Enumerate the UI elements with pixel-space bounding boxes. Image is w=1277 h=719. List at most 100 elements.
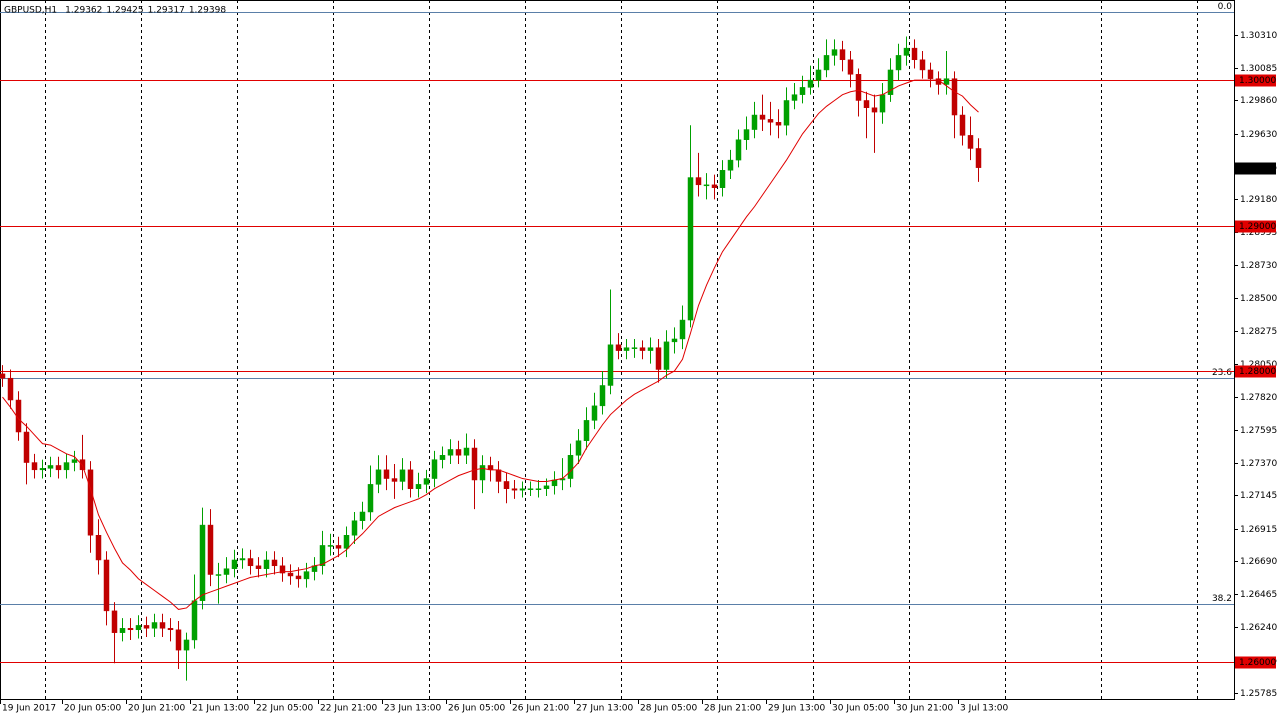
y-tick-label: 1.28500: [1240, 294, 1277, 304]
candle-body: [895, 55, 902, 71]
candle-body: [271, 559, 278, 567]
y-tick-label: 1.27370: [1240, 459, 1277, 469]
candle-body: [207, 524, 214, 575]
x-tick-label: 30 Jun 05:00: [832, 704, 889, 714]
symbol: GBPUSD,H1: [4, 6, 57, 16]
candle-body: [135, 625, 142, 631]
y-tick-label: 1.25785: [1240, 689, 1277, 699]
candle-body: [855, 74, 862, 101]
candle-body: [903, 47, 910, 56]
y-tick-label: 1.27820: [1240, 393, 1277, 403]
axes: 1.303101.300851.298601.296301.294051.291…: [0, 31, 1277, 714]
candle-body: [711, 184, 718, 188]
x-tick-label: 21 Jun 13:00: [192, 704, 249, 714]
candle-body: [647, 347, 654, 351]
candle-body: [879, 94, 886, 113]
candle-body: [175, 629, 182, 651]
candle-body: [471, 447, 478, 481]
level-label: 1.29000: [1239, 222, 1276, 232]
candle-body: [359, 511, 366, 521]
candle-body: [815, 69, 822, 81]
candle-body: [31, 462, 38, 471]
y-tick-label: 1.29630: [1240, 130, 1277, 140]
candle-body: [759, 114, 766, 120]
level-label: 1.26000: [1239, 658, 1276, 668]
candle-body: [687, 177, 694, 321]
x-tick-label: 19 Jun 2017: [2, 704, 56, 714]
candle-body: [199, 524, 206, 601]
candle-body: [567, 455, 574, 479]
candle-body: [191, 600, 198, 641]
candle-body: [407, 469, 414, 489]
candle-body: [583, 420, 590, 441]
candle-body: [447, 449, 454, 456]
candle-body: [71, 459, 78, 463]
candle-body: [231, 559, 238, 569]
candle-body: [887, 69, 894, 95]
candle-body: [255, 565, 262, 569]
candle-body: [695, 177, 702, 186]
candle-body: [303, 571, 310, 580]
ohlc-value: 1.29398: [189, 6, 226, 16]
candle-body: [871, 107, 878, 113]
candle-body: [7, 377, 14, 401]
candle-body: [823, 55, 830, 71]
candle-body: [415, 484, 422, 489]
candle-body: [775, 122, 782, 126]
y-tick-label: 1.26690: [1240, 557, 1277, 567]
candle-body: [719, 170, 726, 188]
x-tick-label: 26 Jun 21:00: [512, 704, 569, 714]
y-tick-label: 1.29180: [1240, 195, 1277, 205]
candle-body: [783, 100, 790, 126]
candle-body: [351, 520, 358, 536]
candle-body: [455, 449, 462, 456]
candle-body: [839, 49, 846, 61]
x-tick-label: 28 Jun 21:00: [704, 704, 761, 714]
candle-body: [367, 484, 374, 513]
candle-body: [39, 468, 46, 471]
moving-average: [2, 79, 979, 610]
y-tick-label: 1.28050: [1240, 360, 1277, 370]
candle-body: [615, 344, 622, 351]
level-tag: [1235, 365, 1276, 378]
candle-body: [103, 559, 110, 612]
candle-body: [927, 69, 934, 79]
y-tick-label: 1.28275: [1240, 327, 1277, 337]
y-tick-label: 1.30310: [1240, 31, 1277, 41]
candle-body: [519, 488, 526, 491]
period-separators: [45, 0, 1198, 700]
candle-body: [639, 347, 646, 351]
candle-body: [431, 459, 438, 479]
x-tick-label: 22 Jun 21:00: [320, 704, 377, 714]
level-label: 1.30000: [1239, 76, 1276, 86]
candle-body: [439, 455, 446, 460]
level-tag: [1235, 74, 1276, 87]
x-tick-label: 20 Jun 21:00: [128, 704, 185, 714]
fibo-label: 23.6: [1212, 368, 1232, 378]
candle-body: [319, 545, 326, 567]
candle-body: [847, 59, 854, 75]
candle-body: [127, 628, 134, 631]
level-tag: [1235, 656, 1276, 669]
candle-body: [503, 481, 510, 489]
candle-body: [95, 535, 102, 561]
candle-body: [551, 479, 558, 487]
candle-body: [0, 373, 6, 379]
y-tick-label: 1.26240: [1240, 623, 1277, 633]
ohlc-value: 1.29425: [106, 6, 143, 16]
candle-body: [575, 440, 582, 456]
candle-body: [383, 469, 390, 479]
x-tick-label: 30 Jun 21:00: [896, 704, 953, 714]
candle-body: [343, 535, 350, 549]
candle-body: [911, 47, 918, 61]
candle-body: [47, 465, 54, 469]
candle-body: [623, 347, 630, 351]
candle-body: [263, 559, 270, 569]
candle-body: [943, 78, 950, 85]
x-tick-label: 23 Jun 13:00: [384, 704, 441, 714]
price-tag-label: 1.29398: [1239, 164, 1276, 174]
candle-body: [119, 628, 126, 633]
y-tick-label: 1.30085: [1240, 64, 1277, 74]
x-tick-label: 28 Jun 05:00: [640, 704, 697, 714]
